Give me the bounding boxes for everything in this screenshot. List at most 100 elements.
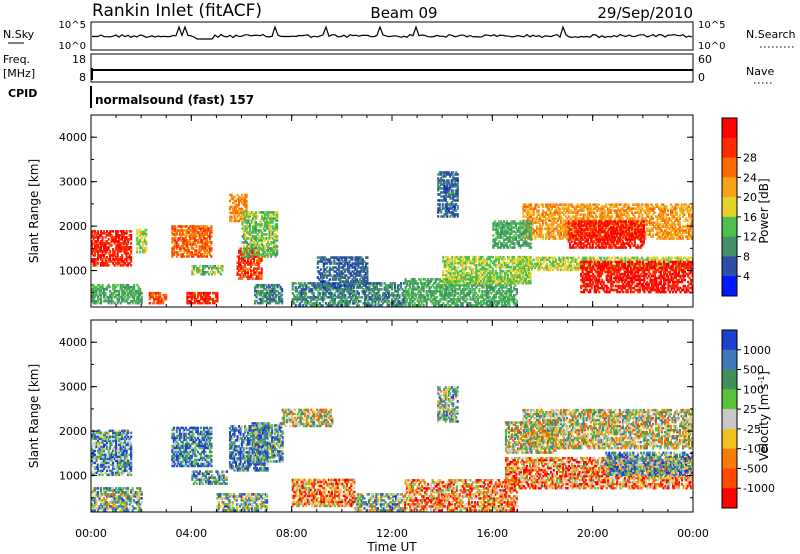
power-cell bbox=[584, 268, 587, 272]
power-cell bbox=[412, 290, 415, 293]
power-cell bbox=[345, 288, 348, 291]
power-cell bbox=[351, 282, 354, 285]
power-cell bbox=[622, 262, 625, 266]
power-cell bbox=[276, 249, 279, 252]
power-cell bbox=[201, 271, 204, 274]
power-cell bbox=[115, 238, 118, 241]
power-cell bbox=[512, 277, 515, 281]
power-cell bbox=[508, 280, 511, 283]
power-cell bbox=[404, 280, 407, 283]
power-cell bbox=[605, 270, 608, 274]
power-cell bbox=[296, 290, 299, 293]
power-cell bbox=[202, 297, 205, 301]
power-cell bbox=[122, 291, 125, 295]
power-cell bbox=[345, 282, 348, 285]
power-cell bbox=[593, 284, 596, 288]
power-cell bbox=[463, 277, 466, 281]
power-cell bbox=[199, 249, 202, 252]
power-cell bbox=[260, 301, 263, 305]
power-cell bbox=[466, 282, 469, 285]
power-cell bbox=[487, 275, 490, 279]
power-cell bbox=[229, 207, 232, 211]
power-cell bbox=[607, 272, 610, 276]
power-cell bbox=[511, 273, 514, 277]
power-cell bbox=[98, 242, 101, 245]
power-cell bbox=[496, 300, 499, 303]
power-cell bbox=[133, 299, 136, 303]
power-cell bbox=[319, 286, 322, 289]
power-cell bbox=[257, 301, 260, 305]
power-cell bbox=[596, 272, 599, 276]
power-cell bbox=[351, 290, 354, 293]
power-cell bbox=[436, 300, 439, 303]
power-cell bbox=[258, 231, 261, 234]
power-cell bbox=[602, 282, 605, 286]
power-cell bbox=[372, 282, 375, 285]
power-cell bbox=[323, 294, 326, 297]
power-cell bbox=[253, 227, 256, 230]
power-cell bbox=[635, 266, 638, 270]
power-cell bbox=[189, 251, 192, 254]
noise-right-tick-high: 10^5 bbox=[698, 20, 725, 31]
power-cell bbox=[110, 301, 113, 305]
power-cell bbox=[343, 260, 346, 263]
power-cell bbox=[112, 262, 115, 265]
power-cell bbox=[122, 283, 125, 287]
power-cell bbox=[413, 304, 416, 307]
power-cell bbox=[494, 286, 497, 289]
power-cell bbox=[267, 251, 270, 254]
power-cell bbox=[654, 256, 657, 260]
power-cell bbox=[256, 247, 259, 250]
power-cell bbox=[241, 207, 244, 211]
power-cell bbox=[500, 279, 503, 283]
power-cell bbox=[512, 255, 515, 259]
power-cell bbox=[253, 241, 256, 244]
power-cell bbox=[497, 279, 500, 283]
power-cell bbox=[98, 285, 101, 289]
power-cell bbox=[386, 290, 389, 293]
power-cell bbox=[267, 295, 270, 299]
power-cell bbox=[509, 298, 512, 301]
power-cell bbox=[252, 227, 255, 230]
power-cell bbox=[379, 298, 382, 301]
power-cell bbox=[192, 225, 195, 228]
power-cell bbox=[326, 288, 329, 291]
power-cell bbox=[250, 235, 253, 238]
power-cell bbox=[208, 249, 211, 252]
power-cell bbox=[344, 296, 347, 299]
power-cell bbox=[186, 247, 189, 250]
power-cell bbox=[116, 260, 119, 263]
power-cell bbox=[524, 260, 527, 264]
power-cell bbox=[445, 273, 448, 277]
power-cell bbox=[133, 295, 136, 299]
power-cell bbox=[475, 275, 478, 279]
power-cell bbox=[421, 294, 424, 297]
power-cell bbox=[581, 276, 584, 280]
power-cell bbox=[236, 197, 239, 201]
power-cell bbox=[273, 245, 276, 248]
power-cell bbox=[184, 241, 187, 244]
power-cell bbox=[383, 288, 386, 291]
power-cell bbox=[250, 211, 253, 214]
power-cell bbox=[91, 287, 94, 291]
power-cell bbox=[249, 215, 252, 218]
power-cell bbox=[494, 300, 497, 303]
power-cell bbox=[581, 268, 584, 272]
power-cell bbox=[509, 267, 512, 271]
power-cell bbox=[352, 280, 355, 283]
power-cell bbox=[270, 297, 273, 301]
power-cell bbox=[473, 300, 476, 303]
power-cell bbox=[199, 291, 202, 295]
power-cell bbox=[324, 292, 327, 295]
power-cell bbox=[458, 294, 461, 297]
power-cell bbox=[323, 288, 326, 291]
power-cell bbox=[517, 262, 520, 266]
power-cell bbox=[244, 241, 247, 244]
power-cell bbox=[202, 235, 205, 238]
power-cell bbox=[113, 236, 116, 239]
power-cell bbox=[425, 298, 428, 301]
power-cell bbox=[475, 302, 478, 305]
power-cell bbox=[208, 235, 211, 238]
power-cell bbox=[455, 278, 458, 281]
power-cell bbox=[356, 296, 359, 299]
